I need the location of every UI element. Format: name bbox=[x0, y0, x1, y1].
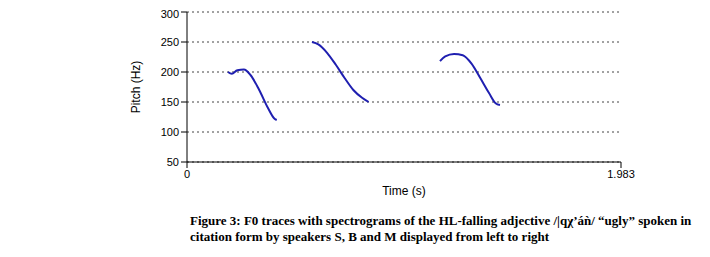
html-text:Figure 3: F0 traces with spect: Figure 3: F0 traces with spectrograms of… bbox=[190, 213, 692, 244]
svg-text:250: 250 bbox=[161, 36, 179, 48]
svg-text:200: 200 bbox=[161, 66, 179, 78]
svg-text:100: 100 bbox=[161, 126, 179, 138]
svg-text:Time (s): Time (s) bbox=[382, 184, 426, 198]
svg-text:300: 300 bbox=[161, 8, 179, 20]
svg-text:1.983: 1.983 bbox=[607, 168, 635, 180]
svg-text:Pitch (Hz): Pitch (Hz) bbox=[129, 61, 143, 114]
svg-text:50: 50 bbox=[167, 156, 179, 168]
svg-text:150: 150 bbox=[161, 96, 179, 108]
svg-text:0: 0 bbox=[184, 168, 190, 180]
